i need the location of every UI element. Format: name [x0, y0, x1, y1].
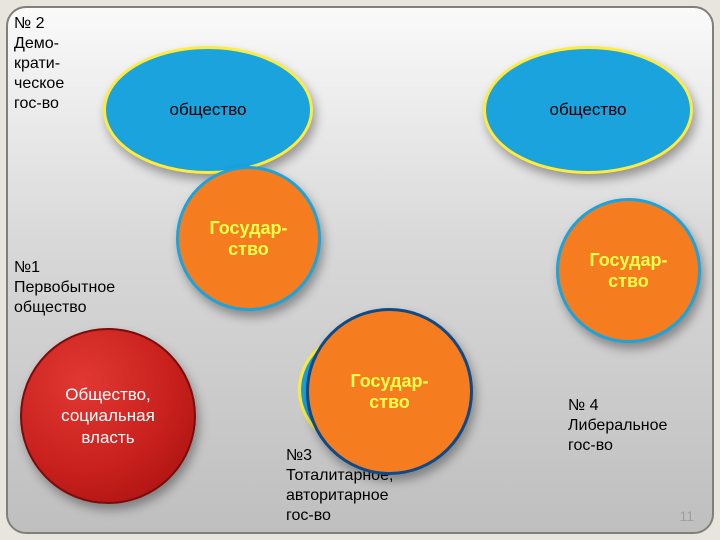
node-state-upper-right: Государ- ство — [556, 198, 701, 343]
label-n2: № 2 Демо- крати- ческое гос-во — [14, 14, 64, 114]
slide-frame: № 2 Демо- крати- ческое гос-во №1 Первоб… — [6, 6, 714, 534]
node-society-top-left: общество — [103, 46, 313, 174]
label-n1: №1 Первобытное общество — [14, 258, 115, 318]
node-state-mid-front-text: Государ- ство — [350, 371, 428, 412]
label-n4: № 4 Либеральное гос-во — [568, 396, 667, 456]
node-state-upper-left-text: Государ- ство — [209, 218, 287, 259]
node-state-mid-front: Государ- ство — [306, 308, 473, 475]
node-state-upper-right-text: Государ- ство — [589, 250, 667, 291]
node-red-society-text: Общество, социальная власть — [61, 384, 155, 448]
page-number: 11 — [679, 508, 694, 524]
node-red-society: Общество, социальная власть — [20, 328, 196, 504]
node-society-top-right-text: общество — [549, 100, 626, 120]
node-society-top-left-text: общество — [169, 100, 246, 120]
node-state-upper-left: Государ- ство — [176, 166, 321, 311]
node-society-top-right: общество — [483, 46, 693, 174]
